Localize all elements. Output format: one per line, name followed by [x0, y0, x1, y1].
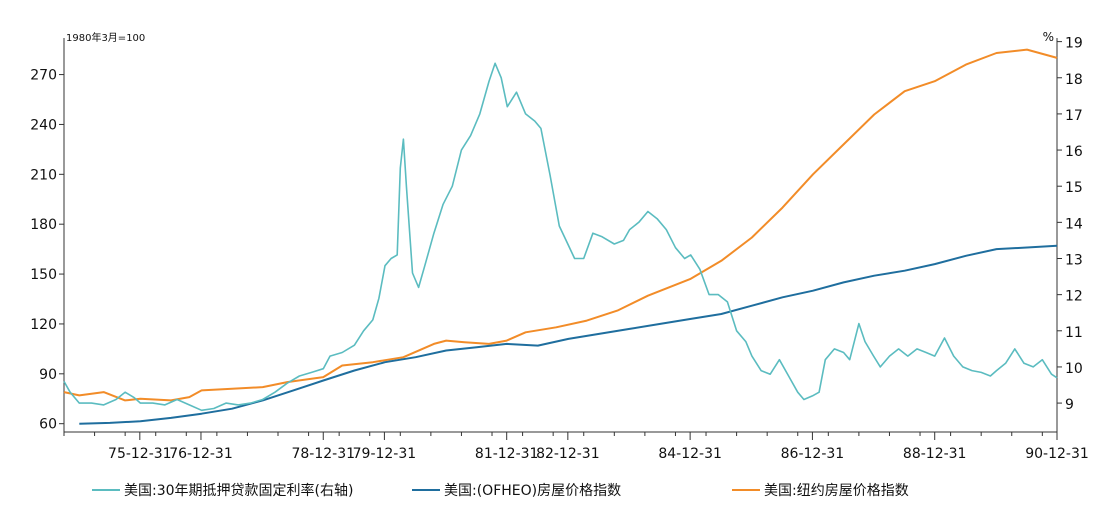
series-line-2: [63, 48, 1058, 402]
legend-item-newyork: 美国:纽约房屋价格指数: [732, 483, 909, 499]
legend-label-mortgage-rate: 美国:30年期抵押贷款固定利率(右轴): [124, 482, 353, 499]
right-tick-label-18: 18: [1065, 72, 1083, 88]
right-tick-label-17: 17: [1065, 108, 1083, 124]
left-tick-label-210: 210: [30, 167, 57, 183]
x-tick-label-90-12-31: 90-12-31: [1025, 446, 1089, 462]
left-axis-unit: 1980年3月=100: [66, 31, 145, 44]
legend-label-ofheo: 美国:(OFHEO)房屋价格指数: [444, 483, 621, 499]
x-tick-label-84-12-31: 84-12-31: [658, 446, 722, 462]
left-tick-label-60: 60: [39, 417, 57, 433]
left-tick-label-120: 120: [30, 317, 57, 333]
right-tick-label-13: 13: [1065, 252, 1083, 268]
legend: 美国:30年期抵押贷款固定利率(右轴) 美国:(OFHEO)房屋价格指数 美国:…: [92, 482, 909, 499]
left-tick-label-270: 270: [30, 68, 57, 84]
left-tick-label-150: 150: [30, 267, 57, 283]
right-tick-label-14: 14: [1065, 216, 1083, 232]
right-tick-label-19: 19: [1065, 36, 1083, 52]
right-axis-unit: %: [1043, 30, 1054, 44]
right-tick-label-15: 15: [1065, 180, 1083, 196]
right-tick-label-11: 11: [1065, 325, 1083, 341]
left-tick-label-90: 90: [39, 367, 57, 383]
x-tick-label-76-12-31: 76-12-31: [169, 446, 233, 462]
right-tick-label-9: 9: [1065, 397, 1074, 413]
x-tick-label-79-12-31: 79-12-31: [353, 446, 417, 462]
right-tick-label-16: 16: [1065, 144, 1083, 160]
series-line-1: [79, 244, 1058, 425]
x-tick-label-82-12-31: 82-12-31: [536, 446, 600, 462]
series-line-0: [63, 62, 1058, 412]
legend-label-newyork: 美国:纽约房屋价格指数: [764, 483, 909, 499]
left-tick-label-240: 240: [30, 117, 57, 133]
x-tick-label-81-12-31: 81-12-31: [475, 446, 539, 462]
left-tick-label-180: 180: [30, 217, 57, 233]
x-tick-label-75-12-31: 75-12-31: [108, 446, 172, 462]
x-tick-label-86-12-31: 86-12-31: [781, 446, 845, 462]
legend-item-mortgage-rate: 美国:30年期抵押贷款固定利率(右轴): [92, 482, 353, 499]
legend-item-ofheo: 美国:(OFHEO)房屋价格指数: [412, 483, 621, 499]
x-tick-label-88-12-31: 88-12-31: [903, 446, 967, 462]
right-tick-label-10: 10: [1065, 361, 1083, 377]
x-tick-label-78-12-31: 78-12-31: [291, 446, 355, 462]
right-tick-label-12: 12: [1065, 289, 1083, 305]
